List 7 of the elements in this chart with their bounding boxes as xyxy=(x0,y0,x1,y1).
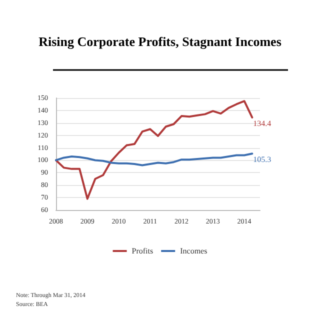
data-label: 134.4 xyxy=(253,118,272,128)
chart-title: Rising Corporate Profits, Stagnant Incomes xyxy=(38,34,282,49)
data-label: 105.3 xyxy=(253,155,272,164)
line-series xyxy=(55,100,254,200)
legend-label: Incomes xyxy=(180,246,208,256)
line-series xyxy=(55,152,254,166)
legend-label: Profits xyxy=(132,246,154,256)
